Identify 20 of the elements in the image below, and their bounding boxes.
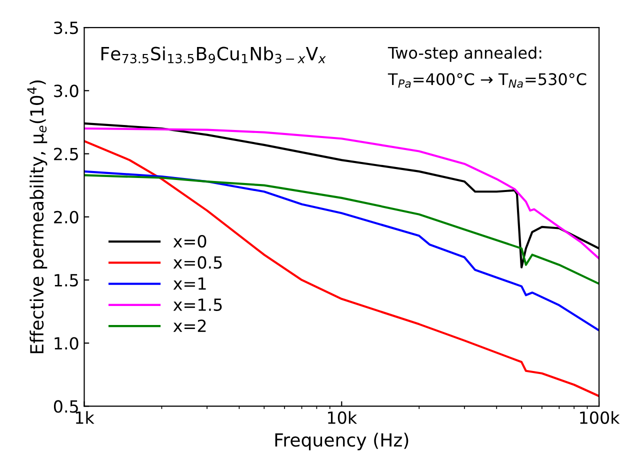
legend-label: x=1 <box>173 277 206 290</box>
legend-label: x=0 <box>173 235 206 248</box>
annotation: Two-step annealed: <box>388 46 542 62</box>
y-tick-label: 1.0 <box>54 337 78 350</box>
x-tick-label: 1k <box>76 411 94 424</box>
x-tick-label: 10k <box>328 411 358 424</box>
y-tick-label: 3.5 <box>54 22 78 34</box>
text: Fe$_{73.5}$Si$_{13.5}$B$_{9}$Cu$_{1}$Nb$_{3−x}$V$_{x}$ <box>101 46 326 64</box>
x-tick-label: 100k <box>580 411 620 424</box>
y-tick-label: 2.0 <box>54 210 78 224</box>
legend-label: x=1.5 <box>173 298 222 312</box>
legend-label: x=2 <box>173 320 206 332</box>
x-axis-title: Frequency (Hz) <box>275 432 408 450</box>
legend-label: x=0.5 <box>173 256 222 269</box>
y-tick-label: 0.5 <box>54 400 78 413</box>
annotation: T$_{Pa}$=400°C → T$_{Na}$=530°C <box>388 73 586 88</box>
y-tick-label: 1.5 <box>54 274 78 287</box>
y-tick-label: 2.5 <box>54 148 78 160</box>
y-axis-title: Effective permeability, μ$_{e}$(10$^{4}$) <box>27 80 48 354</box>
y-tick-label: 3.0 <box>54 84 78 98</box>
